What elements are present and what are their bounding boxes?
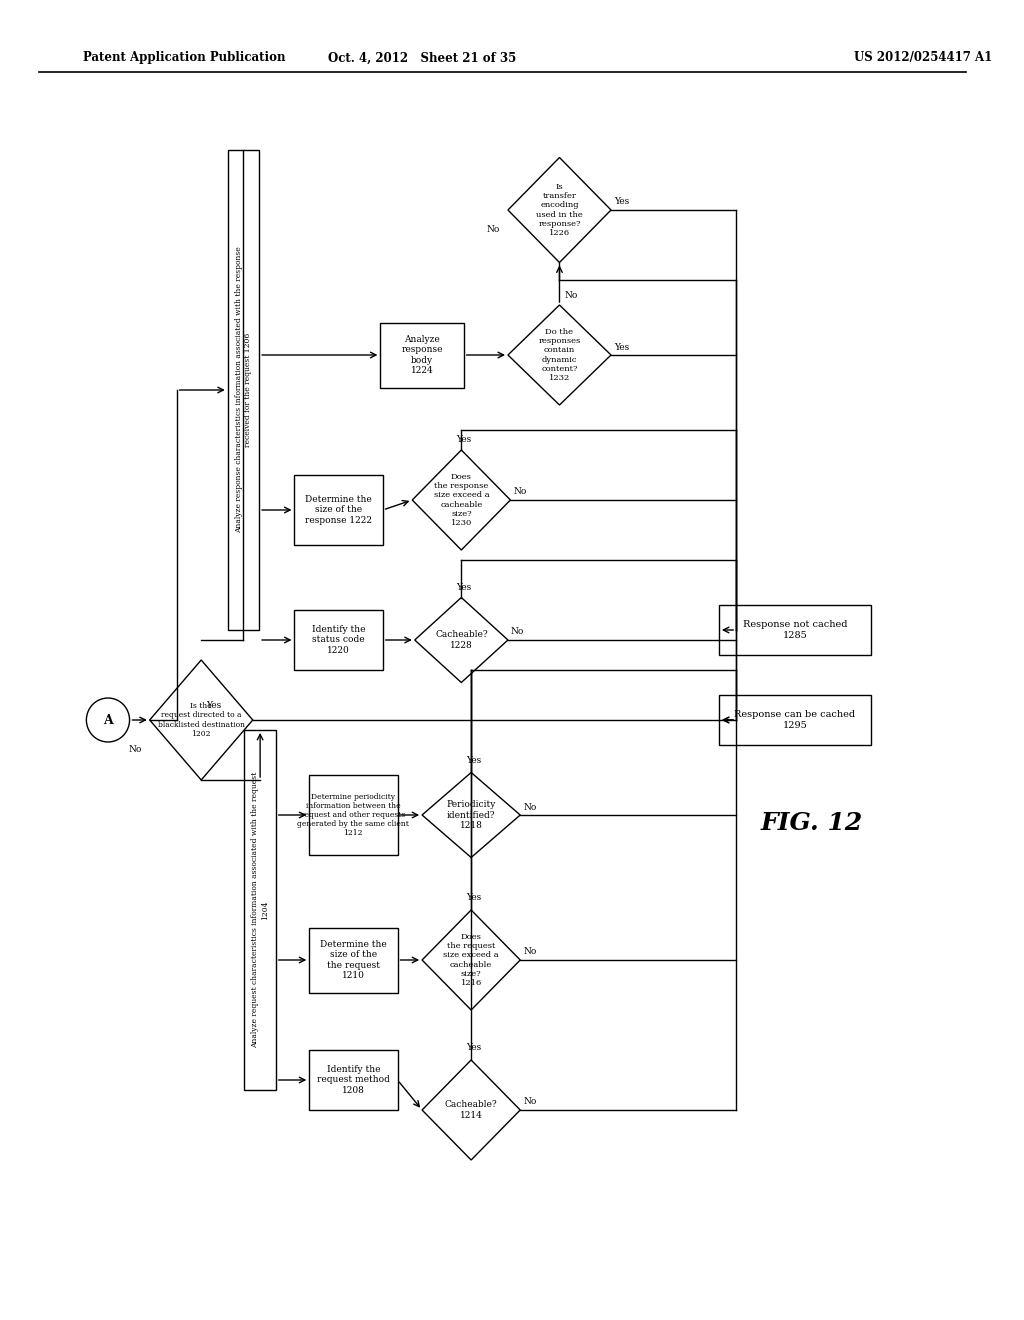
Text: Response can be cached
1295: Response can be cached 1295	[734, 710, 856, 730]
Text: Cacheable?
1214: Cacheable? 1214	[444, 1101, 498, 1119]
Bar	[309, 1049, 397, 1110]
Text: A: A	[103, 714, 113, 726]
Text: Yes: Yes	[457, 583, 472, 591]
Text: Determine the
size of the
response 1222: Determine the size of the response 1222	[305, 495, 372, 525]
Polygon shape	[422, 1060, 520, 1160]
Text: No: No	[513, 487, 526, 496]
Text: Does
the response
size exceed a
cacheable
size?
1230: Does the response size exceed a cacheabl…	[433, 473, 489, 527]
Text: FIG. 12: FIG. 12	[761, 810, 863, 836]
Polygon shape	[150, 660, 253, 780]
Polygon shape	[415, 598, 508, 682]
Text: No: No	[564, 290, 578, 300]
Text: Analyze
response
body
1224: Analyze response body 1224	[401, 335, 442, 375]
Text: Determine periodicity
information between the
request and other requests
generat: Determine periodicity information betwee…	[297, 792, 410, 837]
Text: No: No	[486, 226, 500, 235]
Text: Determine the
size of the
the request
1210: Determine the size of the the request 12…	[319, 940, 387, 979]
Text: Response not cached
1285: Response not cached 1285	[742, 620, 847, 640]
Text: Identify the
status code
1220: Identify the status code 1220	[312, 626, 366, 655]
Bar	[380, 322, 464, 388]
Bar	[295, 475, 383, 545]
Text: Analyze response characteristics information associated with the response
receiv: Analyze response characteristics informa…	[234, 247, 252, 533]
Text: Is
transfer
encoding
used in the
response?
1226: Is transfer encoding used in the respons…	[537, 183, 583, 238]
Polygon shape	[422, 909, 520, 1010]
Text: Yes: Yes	[206, 701, 221, 710]
Text: No: No	[523, 948, 537, 957]
Bar	[309, 928, 397, 993]
Text: Do the
responses
contain
dynamic
content?
1232: Do the responses contain dynamic content…	[539, 327, 581, 381]
Polygon shape	[413, 450, 510, 550]
Text: No: No	[523, 803, 537, 812]
Text: Identify the
request method
1208: Identify the request method 1208	[316, 1065, 390, 1094]
Text: Analyze request characteristics information associated with the request
1204: Analyze request characteristics informat…	[252, 772, 268, 1048]
Bar	[719, 696, 871, 744]
Text: Yes: Yes	[614, 198, 629, 206]
Text: No: No	[523, 1097, 537, 1106]
Bar	[309, 775, 397, 855]
Circle shape	[86, 698, 130, 742]
Text: No: No	[511, 627, 524, 636]
Polygon shape	[508, 305, 611, 405]
Bar	[295, 610, 383, 671]
Text: Oct. 4, 2012   Sheet 21 of 35: Oct. 4, 2012 Sheet 21 of 35	[328, 51, 516, 65]
Text: Yes: Yes	[614, 342, 629, 351]
Bar	[227, 150, 259, 630]
Text: Does
the request
size exceed a
cacheable
size?
1216: Does the request size exceed a cacheable…	[443, 933, 499, 987]
Text: US 2012/0254417 A1: US 2012/0254417 A1	[854, 51, 992, 65]
Polygon shape	[422, 772, 520, 858]
Text: Yes: Yes	[457, 436, 472, 445]
Polygon shape	[508, 157, 611, 263]
Text: Is the
request directed to a
blacklisted destination
1202: Is the request directed to a blacklisted…	[158, 702, 245, 738]
Text: Cacheable?
1228: Cacheable? 1228	[435, 630, 487, 649]
Text: No: No	[128, 746, 141, 755]
Bar	[719, 605, 871, 655]
Text: Patent Application Publication: Patent Application Publication	[83, 51, 286, 65]
Text: Yes: Yes	[466, 1044, 481, 1052]
Text: Periodicity
identified?
1218: Periodicity identified? 1218	[446, 800, 496, 830]
Text: Yes: Yes	[466, 756, 481, 766]
Text: Yes: Yes	[466, 894, 481, 903]
Bar	[245, 730, 275, 1090]
